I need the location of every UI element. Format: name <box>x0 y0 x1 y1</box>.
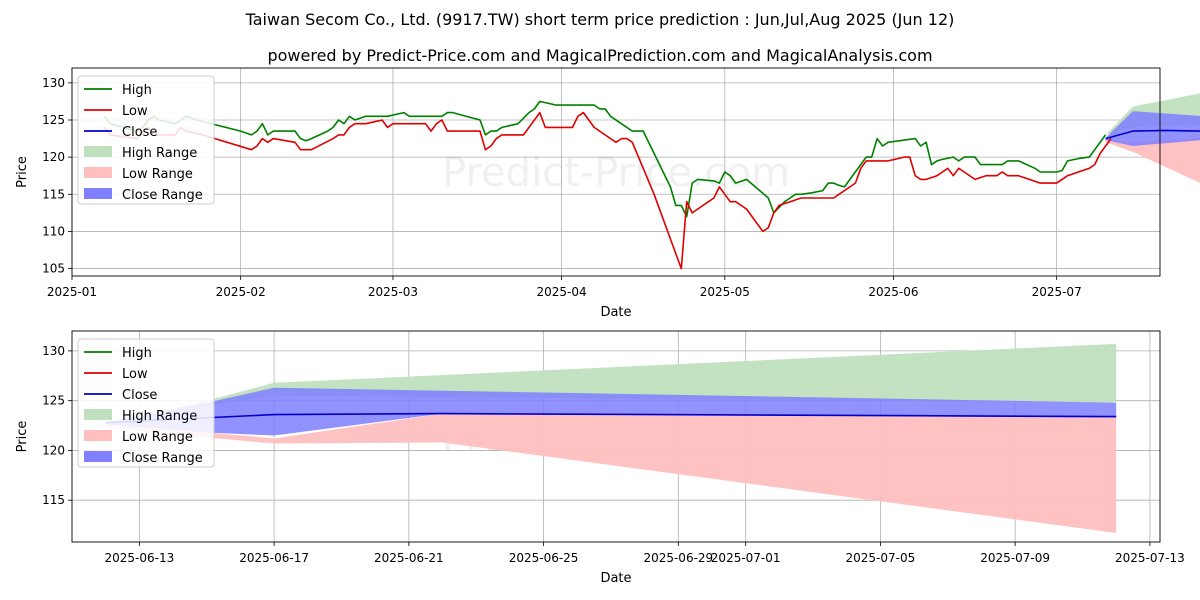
low-range-area <box>105 413 1117 533</box>
x-tick-label: 2025-06-17 <box>239 551 309 565</box>
legend-label-high: High <box>122 346 152 361</box>
x-tick-label: 2025-01 <box>47 285 97 299</box>
y-tick-label: 115 <box>42 187 65 201</box>
plot-frame <box>71 330 1161 543</box>
plot-frame <box>71 67 1161 277</box>
chart-1: 105 110 115 120 125 130 2025-01 2025-02 2025-03 2… <box>15 67 1200 320</box>
x-tick-label: 2025-07-13 <box>1115 551 1185 565</box>
x-tick-label: 2025-06 <box>868 285 918 299</box>
x-tick-label: 2025-02 <box>216 285 266 299</box>
chart-subtitle: powered by Predict-Price.com and Magical… <box>267 46 933 65</box>
y-tick-label: 120 <box>42 150 65 164</box>
close-range-area <box>105 387 1117 436</box>
legend-label-low-range: Low Range <box>122 167 193 182</box>
legend-swatch-low-range <box>84 430 112 441</box>
y-tick-label: 130 <box>42 344 65 358</box>
close-line <box>1105 129 1200 140</box>
low-line <box>103 111 1112 270</box>
legend: High Low Close High Range Low Range Close Ran… <box>77 338 215 468</box>
chart-title: Taiwan Secom Co., Ltd. (9917.TW) short t… <box>245 10 955 29</box>
x-tick-label: 2025-07-09 <box>980 551 1050 565</box>
chart-2: 115 120 125 130 2025-06-13 2025-06-17 2025-06-… <box>15 330 1185 586</box>
x-axis-label: Date <box>600 571 631 586</box>
y-tick-label: 115 <box>42 493 65 507</box>
legend-label-high: High <box>122 83 152 98</box>
low-range-area <box>1105 137 1200 183</box>
legend-label-high-range: High Range <box>122 409 197 424</box>
high-line <box>103 100 1107 218</box>
y-tick-label: 110 <box>42 224 65 238</box>
y-tick-label: 120 <box>42 443 65 457</box>
y-tick-label: 125 <box>42 394 65 408</box>
legend-swatch-close-range <box>84 451 112 462</box>
x-tick-label: 2025-04 <box>537 285 587 299</box>
x-tick-label: 2025-05 <box>700 285 750 299</box>
close-range-area <box>1105 111 1200 146</box>
x-tick-label: 2025-07-05 <box>846 551 916 565</box>
x-tick-label: 2025-06-13 <box>104 551 174 565</box>
legend-swatch-low-range <box>84 167 112 178</box>
legend-label-low: Low <box>122 104 148 119</box>
legend-swatch-high-range <box>84 146 112 157</box>
high-range-area <box>105 343 1117 423</box>
legend-label-low-range: Low Range <box>122 430 193 445</box>
legend-label-close: Close <box>122 388 157 403</box>
y-axis-label: Price <box>15 421 30 453</box>
y-tick-label: 125 <box>42 113 65 127</box>
legend-label-high-range: High Range <box>122 146 197 161</box>
x-axis-label: Date <box>600 305 631 320</box>
legend-label-close-range: Close Range <box>122 188 203 203</box>
x-tick-label: 2025-07-01 <box>711 551 781 565</box>
watermark: Predict-Price.com <box>442 150 790 196</box>
legend-swatch-high-range <box>84 409 112 420</box>
legend: High Low Close High Range Low Range Close Ran… <box>77 75 215 205</box>
x-tick-label: 2025-06-25 <box>509 551 579 565</box>
legend-swatch-close-range <box>84 188 112 199</box>
y-tick-label: 105 <box>42 262 65 276</box>
x-tick-label: 2025-06-21 <box>374 551 444 565</box>
x-tick-label: 2025-03 <box>368 285 418 299</box>
x-tick-label: 2025-06-29 <box>643 551 713 565</box>
legend-label-close: Close <box>122 125 157 140</box>
y-axis-label: Price <box>15 156 30 188</box>
legend-label-low: Low <box>122 367 148 382</box>
x-tick-label: 2025-07 <box>1032 285 1082 299</box>
y-tick-label: 130 <box>42 76 65 90</box>
legend-label-close-range: Close Range <box>122 451 203 466</box>
